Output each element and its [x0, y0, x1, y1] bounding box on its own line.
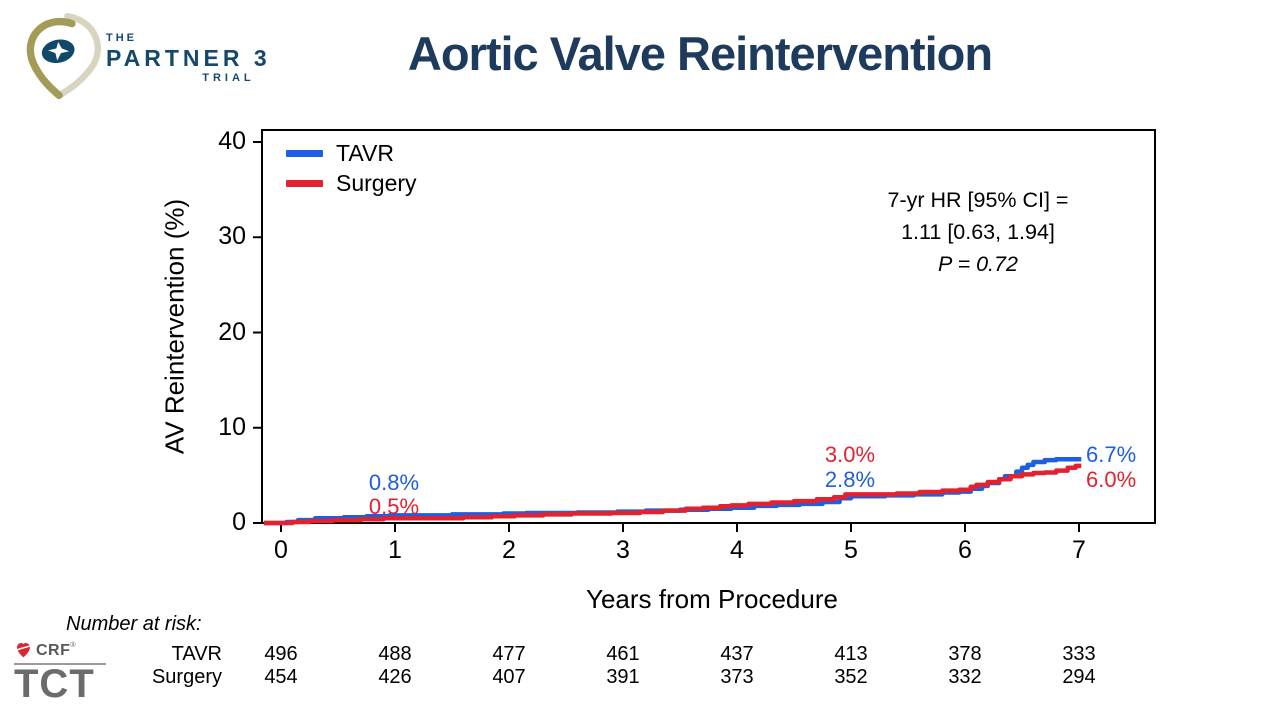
y-tick-label: 30: [218, 222, 246, 251]
crf-tct-logo: CRF ® TCT: [14, 641, 124, 706]
crf-reg-mark: ®: [70, 642, 76, 649]
partner-logo-trial: TRIAL: [202, 72, 255, 84]
curve-value-label-tavr: 0.8%: [368, 470, 420, 495]
risk-row-name-surgery: Surgery: [151, 666, 222, 688]
hazard-ratio-annotation: 7-yr HR [95% CI] = 1.11 [0.63, 1.94] P =…: [818, 184, 1138, 280]
partner-logo-the: THE: [106, 32, 137, 44]
surgery-line-swatch: [286, 179, 323, 187]
p-value: P = 0.72: [938, 252, 1018, 276]
y-axis-title: AV Reintervention (%): [159, 198, 190, 455]
curve-value-label-tavr: 2.8%: [824, 467, 876, 492]
legend: TAVR Surgery: [286, 138, 417, 198]
legend-item-tavr: TAVR: [286, 138, 417, 168]
hr-line2: 1.11 [0.63, 1.94]: [901, 220, 1055, 244]
risk-value-surgery: 352: [834, 666, 868, 688]
x-tick-label: 3: [616, 536, 630, 564]
y-tick-label: 20: [218, 317, 246, 346]
page-title: Aortic Valve Reintervention: [407, 27, 993, 80]
curve-value-label-surgery: 6.0%: [1086, 467, 1137, 492]
tct-wordmark: TCT: [14, 662, 95, 706]
risk-value-tavr: 413: [834, 643, 868, 665]
risk-value-surgery: 294: [1062, 666, 1096, 688]
risk-row-name-tavr: TAVR: [171, 643, 222, 665]
curve-value-label-tavr: 6.7%: [1086, 442, 1137, 467]
risk-value-tavr: 488: [378, 643, 412, 665]
x-tick-label: 1: [388, 536, 402, 564]
risk-value-tavr: 437: [720, 643, 754, 665]
hr-line1: 7-yr HR [95% CI] =: [887, 188, 1069, 212]
risk-value-surgery: 426: [378, 666, 412, 688]
x-axis-title: Years from Procedure: [586, 584, 838, 614]
curve-value-label-surgery: 0.5%: [368, 494, 420, 519]
risk-value-tavr: 333: [1062, 643, 1096, 665]
risk-value-tavr: 477: [492, 643, 526, 665]
legend-label-surgery: Surgery: [336, 169, 417, 196]
x-tick-label: 2: [502, 536, 516, 564]
plot-frame: [261, 129, 1156, 524]
risk-value-surgery: 407: [492, 666, 526, 688]
tct-logo-divider: [14, 663, 106, 665]
risk-value-surgery: 391: [606, 666, 640, 688]
risk-value-surgery: 454: [264, 666, 298, 688]
legend-label-tavr: TAVR: [336, 139, 394, 166]
x-tick-label: 0: [274, 536, 288, 564]
number-at-risk-label: Number at risk:: [66, 613, 202, 635]
y-tick-label: 0: [232, 508, 246, 536]
risk-value-tavr: 496: [264, 643, 298, 665]
partner3-wordmark: THE PARTNER 3 TRIAL: [106, 32, 271, 84]
partner-logo-name: PARTNER 3: [106, 45, 271, 71]
curve-surgery: [264, 463, 1082, 526]
crf-wordmark: CRF: [36, 642, 71, 659]
risk-value-surgery: 332: [948, 666, 982, 688]
partner3-trial-logo: THE PARTNER 3 TRIAL: [14, 6, 276, 102]
propeller-icon: [48, 42, 70, 61]
legend-item-surgery: Surgery: [286, 168, 417, 198]
x-tick-label: 7: [1072, 536, 1086, 564]
risk-value-tavr: 461: [606, 643, 640, 665]
y-tick-label: 40: [218, 127, 246, 155]
tavr-line-swatch: [286, 149, 323, 157]
risk-value-tavr: 378: [948, 643, 982, 665]
curve-value-label-surgery: 3.0%: [824, 442, 876, 467]
risk-value-surgery: 373: [720, 666, 754, 688]
x-tick-label: 5: [844, 536, 858, 564]
x-tick-label: 4: [730, 536, 744, 564]
crf-heart-icon: [16, 643, 30, 658]
partner3-heart-icon: [26, 13, 101, 100]
x-tick-label: 6: [958, 536, 972, 564]
y-tick-label: 10: [218, 412, 246, 441]
